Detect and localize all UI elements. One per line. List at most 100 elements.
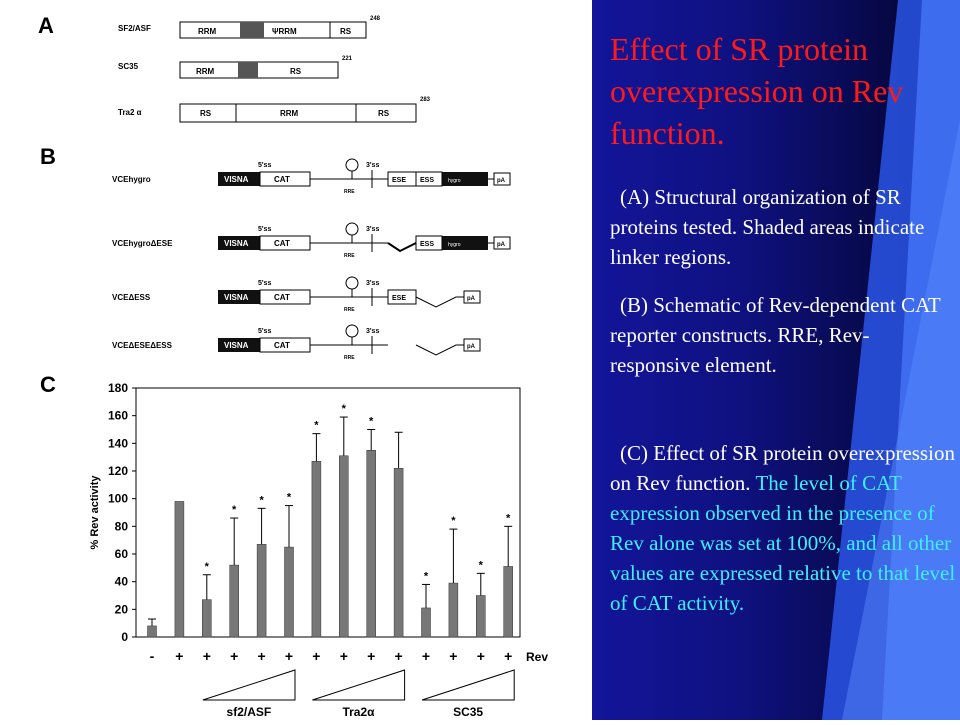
rev-sign: + xyxy=(175,648,183,664)
pa-label: pA xyxy=(497,242,506,248)
bar xyxy=(503,566,513,638)
bar xyxy=(202,599,212,638)
rre-loop xyxy=(345,222,359,236)
bar xyxy=(421,607,431,638)
pa-label: pA xyxy=(497,178,506,184)
y-tick-label: 0 xyxy=(121,630,128,644)
figure-panel: A SF2/ASF RRM ΨRRM RS 248 SC35 RRM RS 22… xyxy=(38,13,549,719)
paragraph-c: (C) Effect of SR protein overexpression … xyxy=(610,438,956,618)
bar xyxy=(256,544,267,638)
text-panel: Effect of SR protein overexpression on R… xyxy=(592,0,960,720)
visna-label: VISNA xyxy=(224,239,249,248)
y-tick-label: 120 xyxy=(108,464,128,478)
group-label: Tra2α xyxy=(342,705,375,719)
visna-block xyxy=(218,338,260,352)
pa-block xyxy=(463,290,481,304)
y-tick-label: 80 xyxy=(115,519,129,533)
decorative-shapes xyxy=(822,0,960,720)
visna-label: VISNA xyxy=(224,175,249,184)
cat-label: CAT xyxy=(274,239,290,248)
panel-a-row-sc35: SC35 RRM RS 221 xyxy=(118,56,353,79)
length-tra2: 283 xyxy=(420,97,431,103)
pa-block xyxy=(463,338,481,352)
paragraph-a-text: (A) Structural organization of SR protei… xyxy=(610,185,925,269)
significance-marker: * xyxy=(342,403,347,415)
domain-rs: RS xyxy=(200,109,212,118)
domain-rrm: RRM xyxy=(196,67,215,76)
construct-name: VCEΔESEΔESS xyxy=(112,341,173,350)
rev-sign: + xyxy=(504,648,512,664)
rre-label: RRE xyxy=(344,253,355,259)
slide-title: Effect of SR protein overexpression on R… xyxy=(610,31,904,151)
panel-c-letter: C xyxy=(40,372,56,397)
splice-site-3: 3'ss xyxy=(366,162,379,169)
protein-bar-sc35 xyxy=(179,61,339,79)
rev-sign: + xyxy=(367,648,375,664)
linker-region-sc35 xyxy=(238,62,258,78)
rev-activity-chart: 0 20 40 60 80 100 120 140 160 180 % Rev activity - +… xyxy=(89,381,548,719)
pa-label: pA xyxy=(467,296,476,302)
hygro-label: hygro xyxy=(448,242,461,248)
length-sc35: 221 xyxy=(342,56,353,62)
pa-block xyxy=(493,172,511,186)
rev-sign: - xyxy=(150,648,155,664)
paragraph-b-text: (B) Schematic of Rev-dependent CAT repor… xyxy=(610,293,941,377)
decor-light-wedge xyxy=(882,0,960,720)
domain-rs: RS xyxy=(340,27,352,36)
ese-label: ESE xyxy=(392,177,406,184)
visna-block xyxy=(218,236,260,250)
rev-sign: + xyxy=(395,648,403,664)
bar xyxy=(366,450,376,638)
rre-label: RRE xyxy=(344,189,355,195)
y-tick-label: 140 xyxy=(108,436,128,450)
bar xyxy=(448,582,459,638)
bar xyxy=(476,595,486,638)
y-tick-label: 180 xyxy=(108,381,128,395)
visna-label: VISNA xyxy=(224,341,249,350)
figure-svg: A SF2/ASF RRM ΨRRM RS 248 SC35 RRM RS 22… xyxy=(38,13,548,719)
splice-site-3: 3'ss xyxy=(366,328,379,335)
rev-sign: + xyxy=(477,648,485,664)
dose-triangle xyxy=(312,669,406,701)
bar xyxy=(311,461,322,638)
ess-block xyxy=(415,171,443,187)
bar xyxy=(147,625,157,638)
y-tick-label: 20 xyxy=(115,602,129,616)
significance-marker: * xyxy=(479,559,484,571)
paragraph-b: (B) Schematic of Rev-dependent CAT repor… xyxy=(610,290,956,380)
significance-marker: * xyxy=(506,512,511,524)
rev-sign: + xyxy=(258,648,266,664)
y-tick-label: 40 xyxy=(115,575,129,589)
splice-site-5: 5'ss xyxy=(258,280,271,287)
ess-deletion xyxy=(415,344,464,356)
rev-row-label: Rev xyxy=(526,650,548,664)
paragraph-a: (A) Structural organization of SR protei… xyxy=(610,182,956,272)
construct-name: VCEΔESS xyxy=(112,293,151,302)
hygro-label: hygro xyxy=(448,178,461,184)
length-sf2asf: 248 xyxy=(370,16,381,22)
ess-deletion xyxy=(415,296,464,308)
significance-marker: * xyxy=(259,494,264,506)
domain-rrm: RRM xyxy=(198,27,217,36)
ese-deletion xyxy=(387,242,417,253)
domain-psi-rrm: ΨRRM xyxy=(272,27,297,36)
splice-site-3: 3'ss xyxy=(366,226,379,233)
bar xyxy=(229,564,239,638)
cat-label: CAT xyxy=(274,175,290,184)
domain-rs: RS xyxy=(378,109,390,118)
significance-marker: * xyxy=(451,515,456,527)
y-tick-label: 60 xyxy=(115,547,129,561)
linker-region-sf2asf xyxy=(240,22,264,38)
splice-site-5: 5'ss xyxy=(258,328,271,335)
protein-name-sf2asf: SF2/ASF xyxy=(118,24,151,33)
visna-block xyxy=(218,290,260,304)
cat-label: CAT xyxy=(274,341,290,350)
panel-a-row-tra2: Tra2 α RS RRM RS 283 xyxy=(118,97,431,123)
protein-name-tra2: Tra2 α xyxy=(118,108,142,117)
y-tick-label: 100 xyxy=(108,492,128,506)
rev-sign: + xyxy=(422,648,430,664)
significance-marker: * xyxy=(287,492,292,504)
rev-sign: + xyxy=(285,648,293,664)
rev-sign: + xyxy=(230,648,238,664)
